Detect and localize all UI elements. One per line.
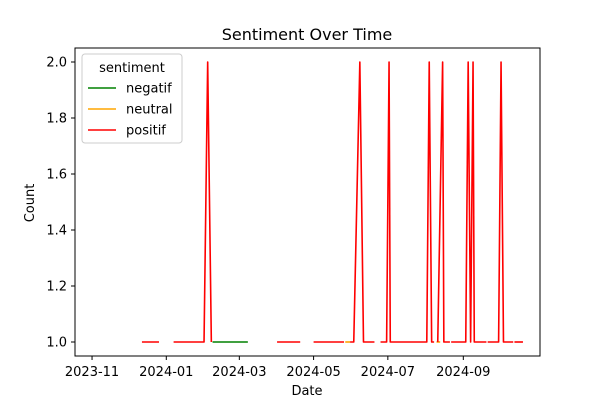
series-line-positif-4 bbox=[350, 61, 375, 343]
series-positif bbox=[141, 61, 523, 343]
chart-title: Sentiment Over Time bbox=[222, 25, 393, 44]
x-axis-title: Date bbox=[291, 384, 322, 399]
y-tick-label: 1.2 bbox=[46, 280, 67, 295]
y-tick-label: 1.4 bbox=[46, 224, 67, 239]
plot-frame bbox=[74, 47, 541, 357]
y-tick-label: 1.6 bbox=[46, 168, 67, 183]
y-tick-label: 1.8 bbox=[46, 112, 67, 127]
x-tick-label: 2024-07 bbox=[361, 365, 415, 380]
x-axis: 2023-11 2024-01 2024-03 2024-05 2024-07 2024-… bbox=[65, 356, 490, 380]
x-tick-label: 2024-01 bbox=[139, 365, 193, 380]
y-axis-title: Count bbox=[23, 184, 38, 223]
legend: sentiment negatif neutral positif bbox=[81, 53, 183, 144]
series-line-positif-7 bbox=[451, 61, 487, 343]
legend-label-neutral: neutral bbox=[126, 103, 173, 118]
plot-series bbox=[141, 61, 523, 343]
legend-label-negatif: negatif bbox=[126, 82, 172, 97]
legend-label-positif: positif bbox=[126, 124, 166, 139]
series-line-positif-6 bbox=[436, 61, 450, 343]
legend-box bbox=[81, 53, 183, 144]
x-tick-label: 2023-11 bbox=[65, 365, 119, 380]
x-tick-label: 2024-05 bbox=[286, 365, 340, 380]
y-tick-label: 1.0 bbox=[46, 336, 67, 351]
series-line-positif-5 bbox=[380, 61, 435, 343]
y-tick-label: 2.0 bbox=[46, 56, 67, 71]
x-tick-label: 2024-09 bbox=[436, 365, 490, 380]
legend-title: sentiment bbox=[99, 61, 165, 76]
series-line-positif-8 bbox=[487, 61, 514, 343]
series-line-positif-1 bbox=[173, 61, 213, 343]
y-axis: 1.0 1.2 1.4 1.6 1.8 2.0 bbox=[46, 56, 75, 351]
legend-entries: negatif neutral positif bbox=[88, 82, 173, 139]
x-tick-label: 2024-03 bbox=[212, 365, 266, 380]
